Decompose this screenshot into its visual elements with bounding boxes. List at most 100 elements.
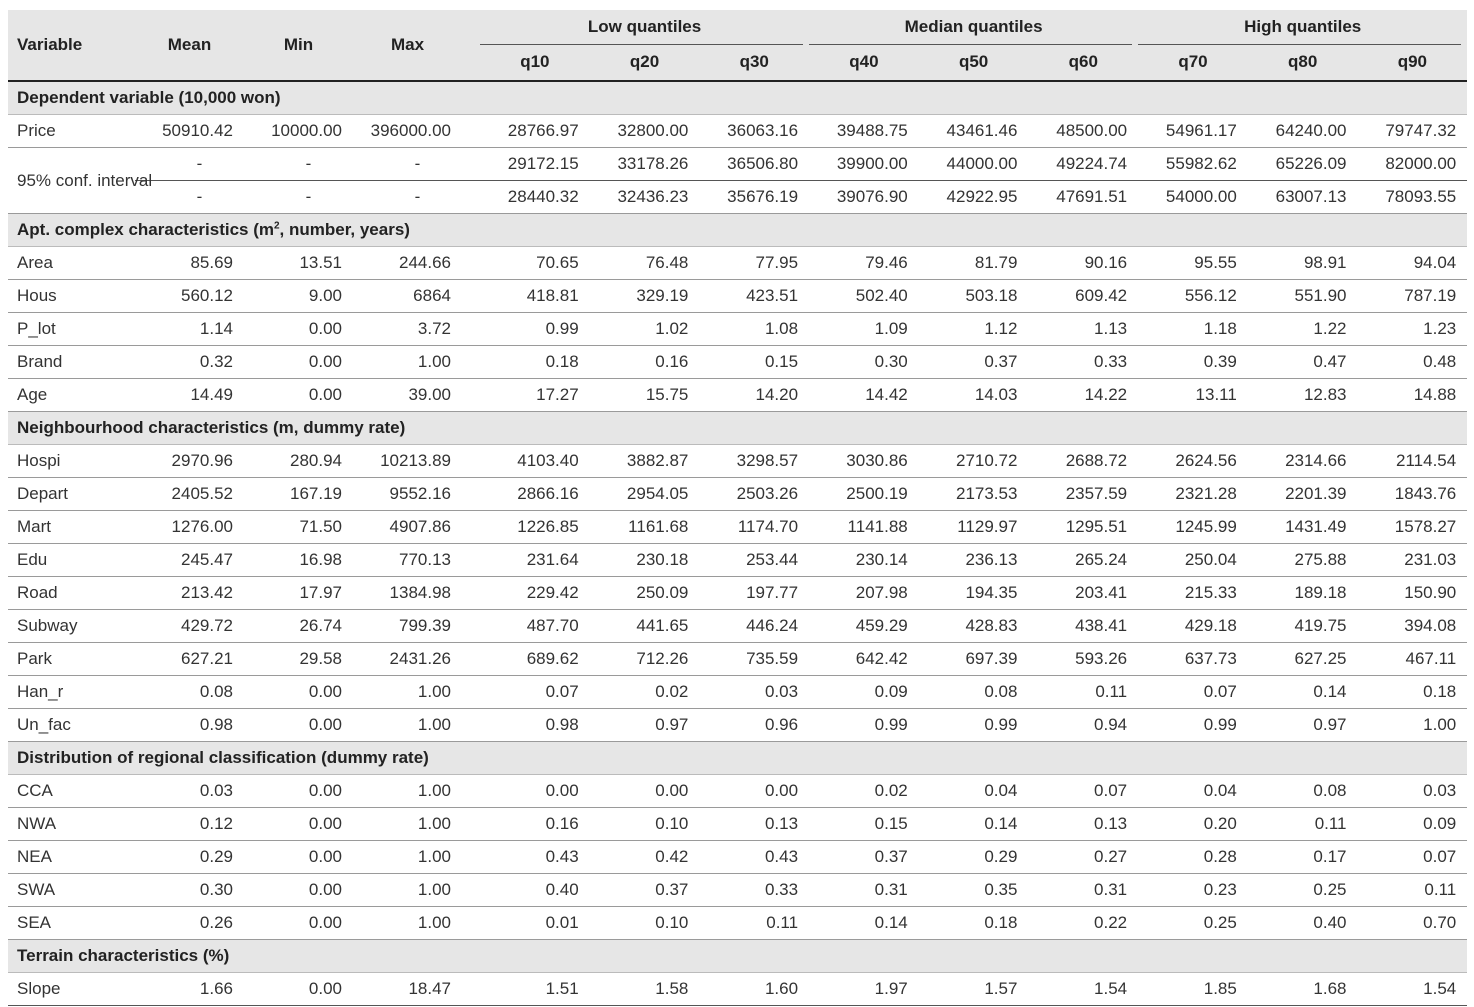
table-cell: 0.07 (1028, 774, 1139, 808)
table-cell: 1.00 (353, 675, 462, 709)
table-cell: 0.37 (589, 873, 700, 907)
table-row: Un_fac 0.98 0.00 1.00 0.98 0.97 0.96 0.99 0.99 0.… (8, 708, 1468, 742)
table-cell: 503.18 (918, 279, 1029, 313)
table-cell: 0.29 (918, 840, 1029, 874)
table-cell: 82000.00 (1357, 147, 1468, 181)
section-title: Apt. complex characteristics (m2, number… (8, 213, 1468, 247)
table-row: P_lot 1.14 0.00 3.72 0.99 1.02 1.08 1.09 1.12 1.1… (8, 312, 1468, 346)
table-spacer (462, 279, 480, 313)
row-label: NEA (8, 840, 135, 874)
row-label: Road (8, 576, 135, 610)
table-cell: 0.35 (918, 873, 1029, 907)
table-spacer (462, 345, 480, 379)
header-spacer (462, 10, 480, 82)
table-cell: 627.25 (1247, 642, 1358, 676)
table-cell: 48500.00 (1028, 114, 1139, 148)
section-row: Distribution of regional classification … (8, 741, 1468, 775)
table-cell: 2503.26 (699, 477, 810, 511)
table-cell: 0.99 (1138, 708, 1248, 742)
table-cell: 735.59 (699, 642, 810, 676)
table-cell: 429.18 (1138, 609, 1248, 643)
table-cell: 1431.49 (1247, 510, 1358, 544)
row-label: NWA (8, 807, 135, 841)
table-cell: 6864 (353, 279, 462, 313)
table-cell: 16.98 (244, 543, 353, 577)
descriptive-statistics-table: Variable Mean Min Max Low quantiles Medi… (8, 10, 1468, 1006)
table-cell: 0.40 (1247, 906, 1358, 940)
table-cell: 14.49 (135, 378, 244, 412)
table-cell: 3882.87 (589, 444, 700, 478)
table-cell: 85.69 (135, 246, 244, 280)
table-cell: 0.13 (699, 807, 810, 841)
table-cell: 0.09 (1357, 807, 1468, 841)
table-cell: 203.41 (1028, 576, 1139, 610)
table-cell: 14.42 (809, 378, 919, 412)
table-cell: 0.02 (809, 774, 919, 808)
table-cell: 2954.05 (589, 477, 700, 511)
table-cell: 39076.90 (809, 180, 919, 214)
table-cell: 423.51 (699, 279, 810, 313)
table-cell: 2710.72 (918, 444, 1029, 478)
table-cell: 394.08 (1357, 609, 1468, 643)
table-cell: 1.23 (1357, 312, 1468, 346)
row-label: Han_r (8, 675, 135, 709)
table-cell: 0.00 (244, 807, 353, 841)
table-cell: 0.00 (244, 675, 353, 709)
table-cell: 1.09 (809, 312, 919, 346)
table-cell: 0.00 (244, 312, 353, 346)
table-cell: 265.24 (1028, 543, 1139, 577)
table-row: Edu 245.47 16.98 770.13 231.64 230.18 253.44 23… (8, 543, 1468, 577)
table-cell: 55982.62 (1138, 147, 1248, 181)
table-cell: 689.62 (480, 642, 590, 676)
table-spacer (462, 378, 480, 412)
table-cell: 280.94 (244, 444, 353, 478)
table-cell: 44000.00 (918, 147, 1029, 181)
table-cell: 560.12 (135, 279, 244, 313)
row-label: Park (8, 642, 135, 676)
section-row: Apt. complex characteristics (m2, number… (8, 213, 1468, 247)
table-cell: 15.75 (589, 378, 700, 412)
table-cell: 230.18 (589, 543, 700, 577)
table-cell: 1.68 (1247, 972, 1358, 1006)
table-spacer (462, 807, 480, 841)
table-spacer (462, 147, 480, 181)
table-cell: 0.33 (699, 873, 810, 907)
table-cell: 2114.54 (1357, 444, 1468, 478)
table-cell: 0.12 (135, 807, 244, 841)
table-cell: 0.97 (1247, 708, 1358, 742)
table-cell: 418.81 (480, 279, 590, 313)
table-cell: 43461.46 (918, 114, 1029, 148)
table-row: Hospi 2970.96 280.94 10213.89 4103.40 3882.87… (8, 444, 1468, 478)
section-title: Distribution of regional classification … (8, 741, 1468, 775)
table-cell: 0.99 (809, 708, 919, 742)
table-cell: 1.00 (353, 345, 462, 379)
table-cell: - (244, 180, 353, 214)
table-cell: 1.00 (353, 840, 462, 874)
table-cell: 0.30 (809, 345, 919, 379)
table-cell: 215.33 (1138, 576, 1248, 610)
table-cell: 0.98 (135, 708, 244, 742)
table-cell: 13.51 (244, 246, 353, 280)
table-spacer (462, 609, 480, 643)
row-label: 95% conf. interval (8, 147, 152, 214)
table-cell: 1174.70 (699, 510, 810, 544)
table-cell: 419.75 (1247, 609, 1358, 643)
table-row: Park 627.21 29.58 2431.26 689.62 712.26 735.59… (8, 642, 1468, 676)
section-title: Dependent variable (10,000 won) (8, 81, 1468, 115)
table-cell: 1226.85 (480, 510, 590, 544)
table-spacer (462, 642, 480, 676)
table-cell: 1.00 (353, 708, 462, 742)
table-cell: 0.18 (480, 345, 590, 379)
table-cell: 95.55 (1138, 246, 1248, 280)
table-cell: 0.25 (1138, 906, 1248, 940)
table-cell: 0.00 (244, 873, 353, 907)
row-label: SWA (8, 873, 135, 907)
table-cell: 49224.74 (1028, 147, 1139, 181)
table-cell: 189.18 (1247, 576, 1358, 610)
table-cell: 197.77 (699, 576, 810, 610)
table-cell: 1.60 (699, 972, 810, 1006)
table-cell: 1.13 (1028, 312, 1139, 346)
table-cell: 0.42 (589, 840, 700, 874)
table-cell: 551.90 (1247, 279, 1358, 313)
header-quantile: q50 (918, 44, 1029, 83)
